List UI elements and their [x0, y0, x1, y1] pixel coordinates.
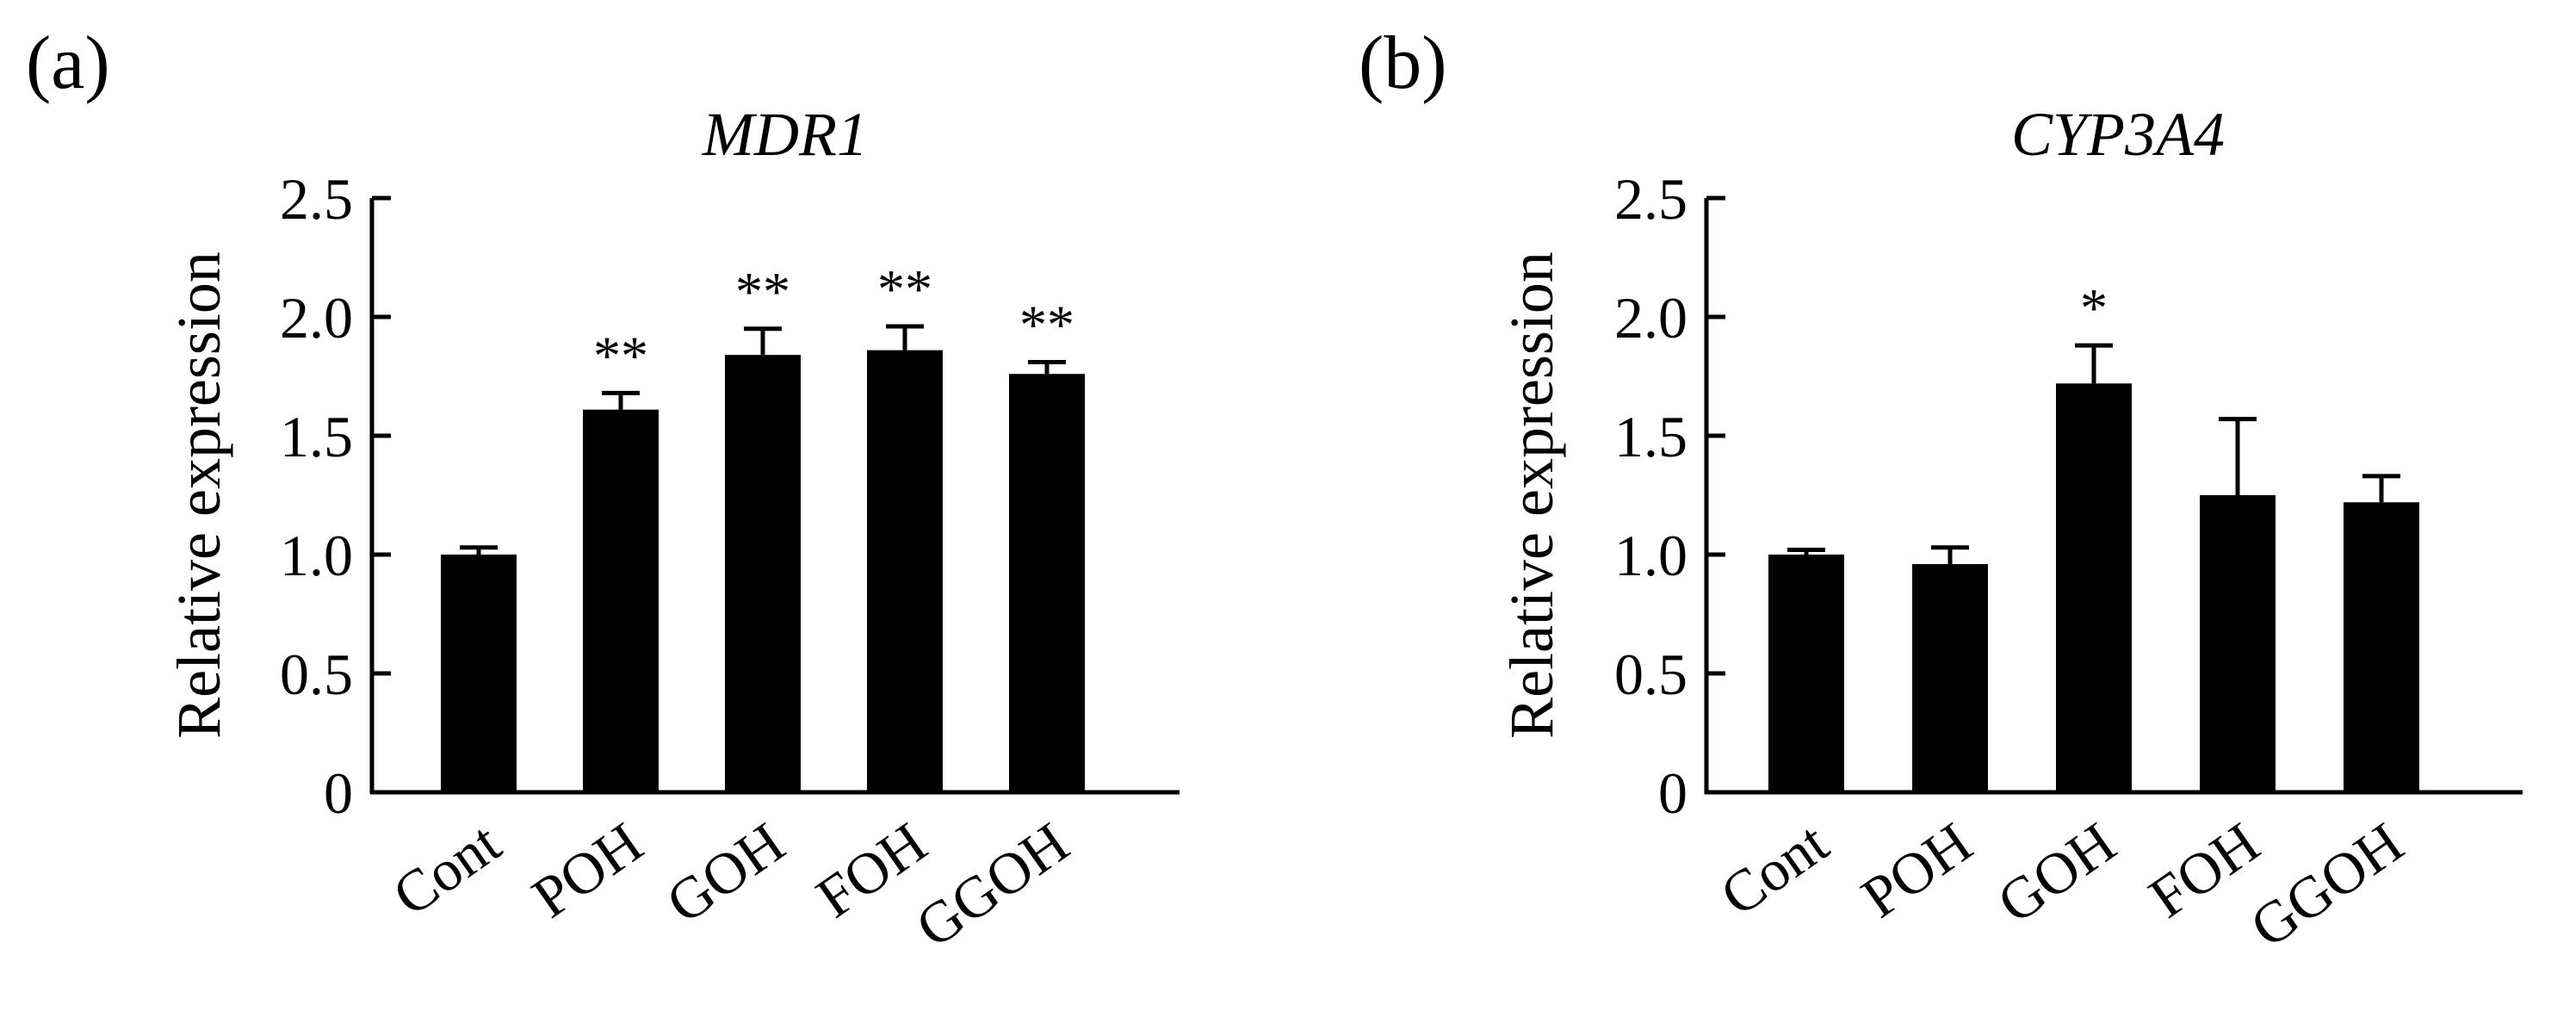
significance-marker: * — [2080, 277, 2108, 338]
y-tick-label: 2.5 — [280, 166, 353, 232]
y-tick-label: 0 — [324, 760, 353, 826]
bar-ggoh — [1009, 374, 1085, 792]
x-tick-label: POH — [1850, 809, 1984, 930]
y-tick-label: 0.5 — [280, 642, 353, 707]
chart-title: CYP3A4 — [2011, 100, 2225, 169]
panel-a: (a) MDR1 Relative expression 0 0.5 1.0 1.5 2.0 2… — [26, 22, 1180, 960]
panel-b: (b) CYP3A4 Relative expression 0 0.5 1.0 1.5 2.… — [1359, 22, 2523, 960]
x-tick-label: GOH — [654, 809, 796, 936]
bar-cont — [441, 555, 517, 792]
y-tick-label: 1.0 — [280, 523, 353, 588]
x-tick-label: POH — [521, 809, 654, 930]
y-tick-label: 1.5 — [280, 404, 353, 469]
bar-goh — [2056, 383, 2132, 792]
y-tick-label: 1.5 — [1614, 404, 1687, 469]
y-tick-label: 1.0 — [1614, 523, 1687, 588]
y-tick-label: 2.0 — [280, 285, 353, 350]
panel-letter: (a) — [26, 22, 110, 105]
significance-marker: ** — [1019, 294, 1074, 355]
bar-cont — [1768, 555, 1844, 792]
x-tick-label: GGOH — [904, 809, 1081, 960]
significance-marker: ** — [593, 325, 648, 386]
panel-letter: (b) — [1359, 22, 1447, 105]
x-tick-label: GOH — [1985, 809, 2127, 936]
y-tick-label: 0.5 — [1614, 642, 1687, 707]
y-axis-label: Relative expression — [164, 251, 233, 739]
x-tick-label: Cont — [381, 809, 512, 928]
bar-poh — [1912, 564, 1988, 792]
significance-marker: ** — [735, 261, 790, 322]
y-axis-label: Relative expression — [1497, 251, 1566, 739]
x-tick-label: GGOH — [2239, 809, 2415, 960]
y-tick-label: 2.0 — [1614, 285, 1687, 350]
bar-ggoh — [2344, 502, 2419, 792]
bar-foh — [867, 350, 943, 792]
bar-foh — [2200, 495, 2276, 792]
x-tick-label: Cont — [1709, 809, 1840, 928]
chart-title: MDR1 — [702, 100, 868, 169]
significance-marker: ** — [877, 258, 932, 319]
y-tick-label: 2.5 — [1614, 166, 1687, 232]
bar-poh — [583, 409, 659, 792]
bar-goh — [725, 355, 801, 792]
y-tick-label: 0 — [1658, 760, 1687, 826]
